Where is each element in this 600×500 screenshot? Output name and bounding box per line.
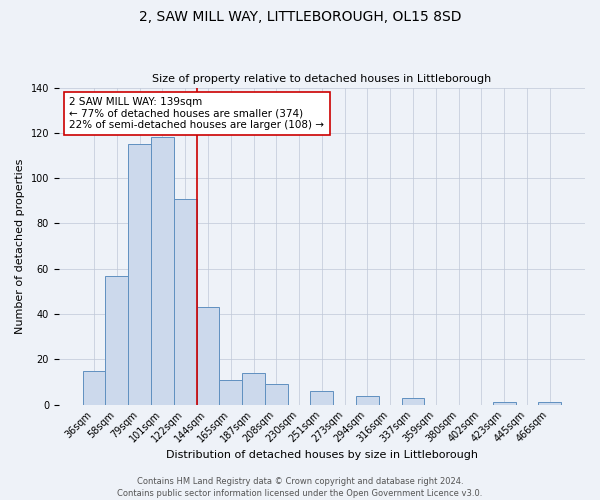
Bar [197, 308, 220, 404]
Bar [174, 198, 197, 404]
Bar [220, 380, 242, 404]
X-axis label: Distribution of detached houses by size in Littleborough: Distribution of detached houses by size … [166, 450, 478, 460]
Bar [83, 370, 106, 404]
Title: Size of property relative to detached houses in Littleborough: Size of property relative to detached ho… [152, 74, 491, 84]
Bar [356, 396, 379, 404]
Bar [310, 391, 333, 404]
Text: 2, SAW MILL WAY, LITTLEBOROUGH, OL15 8SD: 2, SAW MILL WAY, LITTLEBOROUGH, OL15 8SD [139, 10, 461, 24]
Text: Contains HM Land Registry data © Crown copyright and database right 2024.
Contai: Contains HM Land Registry data © Crown c… [118, 476, 482, 498]
Bar [538, 402, 561, 404]
Bar [151, 138, 174, 404]
Y-axis label: Number of detached properties: Number of detached properties [15, 158, 25, 334]
Bar [242, 373, 265, 404]
Bar [106, 276, 128, 404]
Bar [493, 402, 515, 404]
Text: 2 SAW MILL WAY: 139sqm
← 77% of detached houses are smaller (374)
22% of semi-de: 2 SAW MILL WAY: 139sqm ← 77% of detached… [70, 97, 325, 130]
Bar [128, 144, 151, 405]
Bar [401, 398, 424, 404]
Bar [265, 384, 288, 404]
